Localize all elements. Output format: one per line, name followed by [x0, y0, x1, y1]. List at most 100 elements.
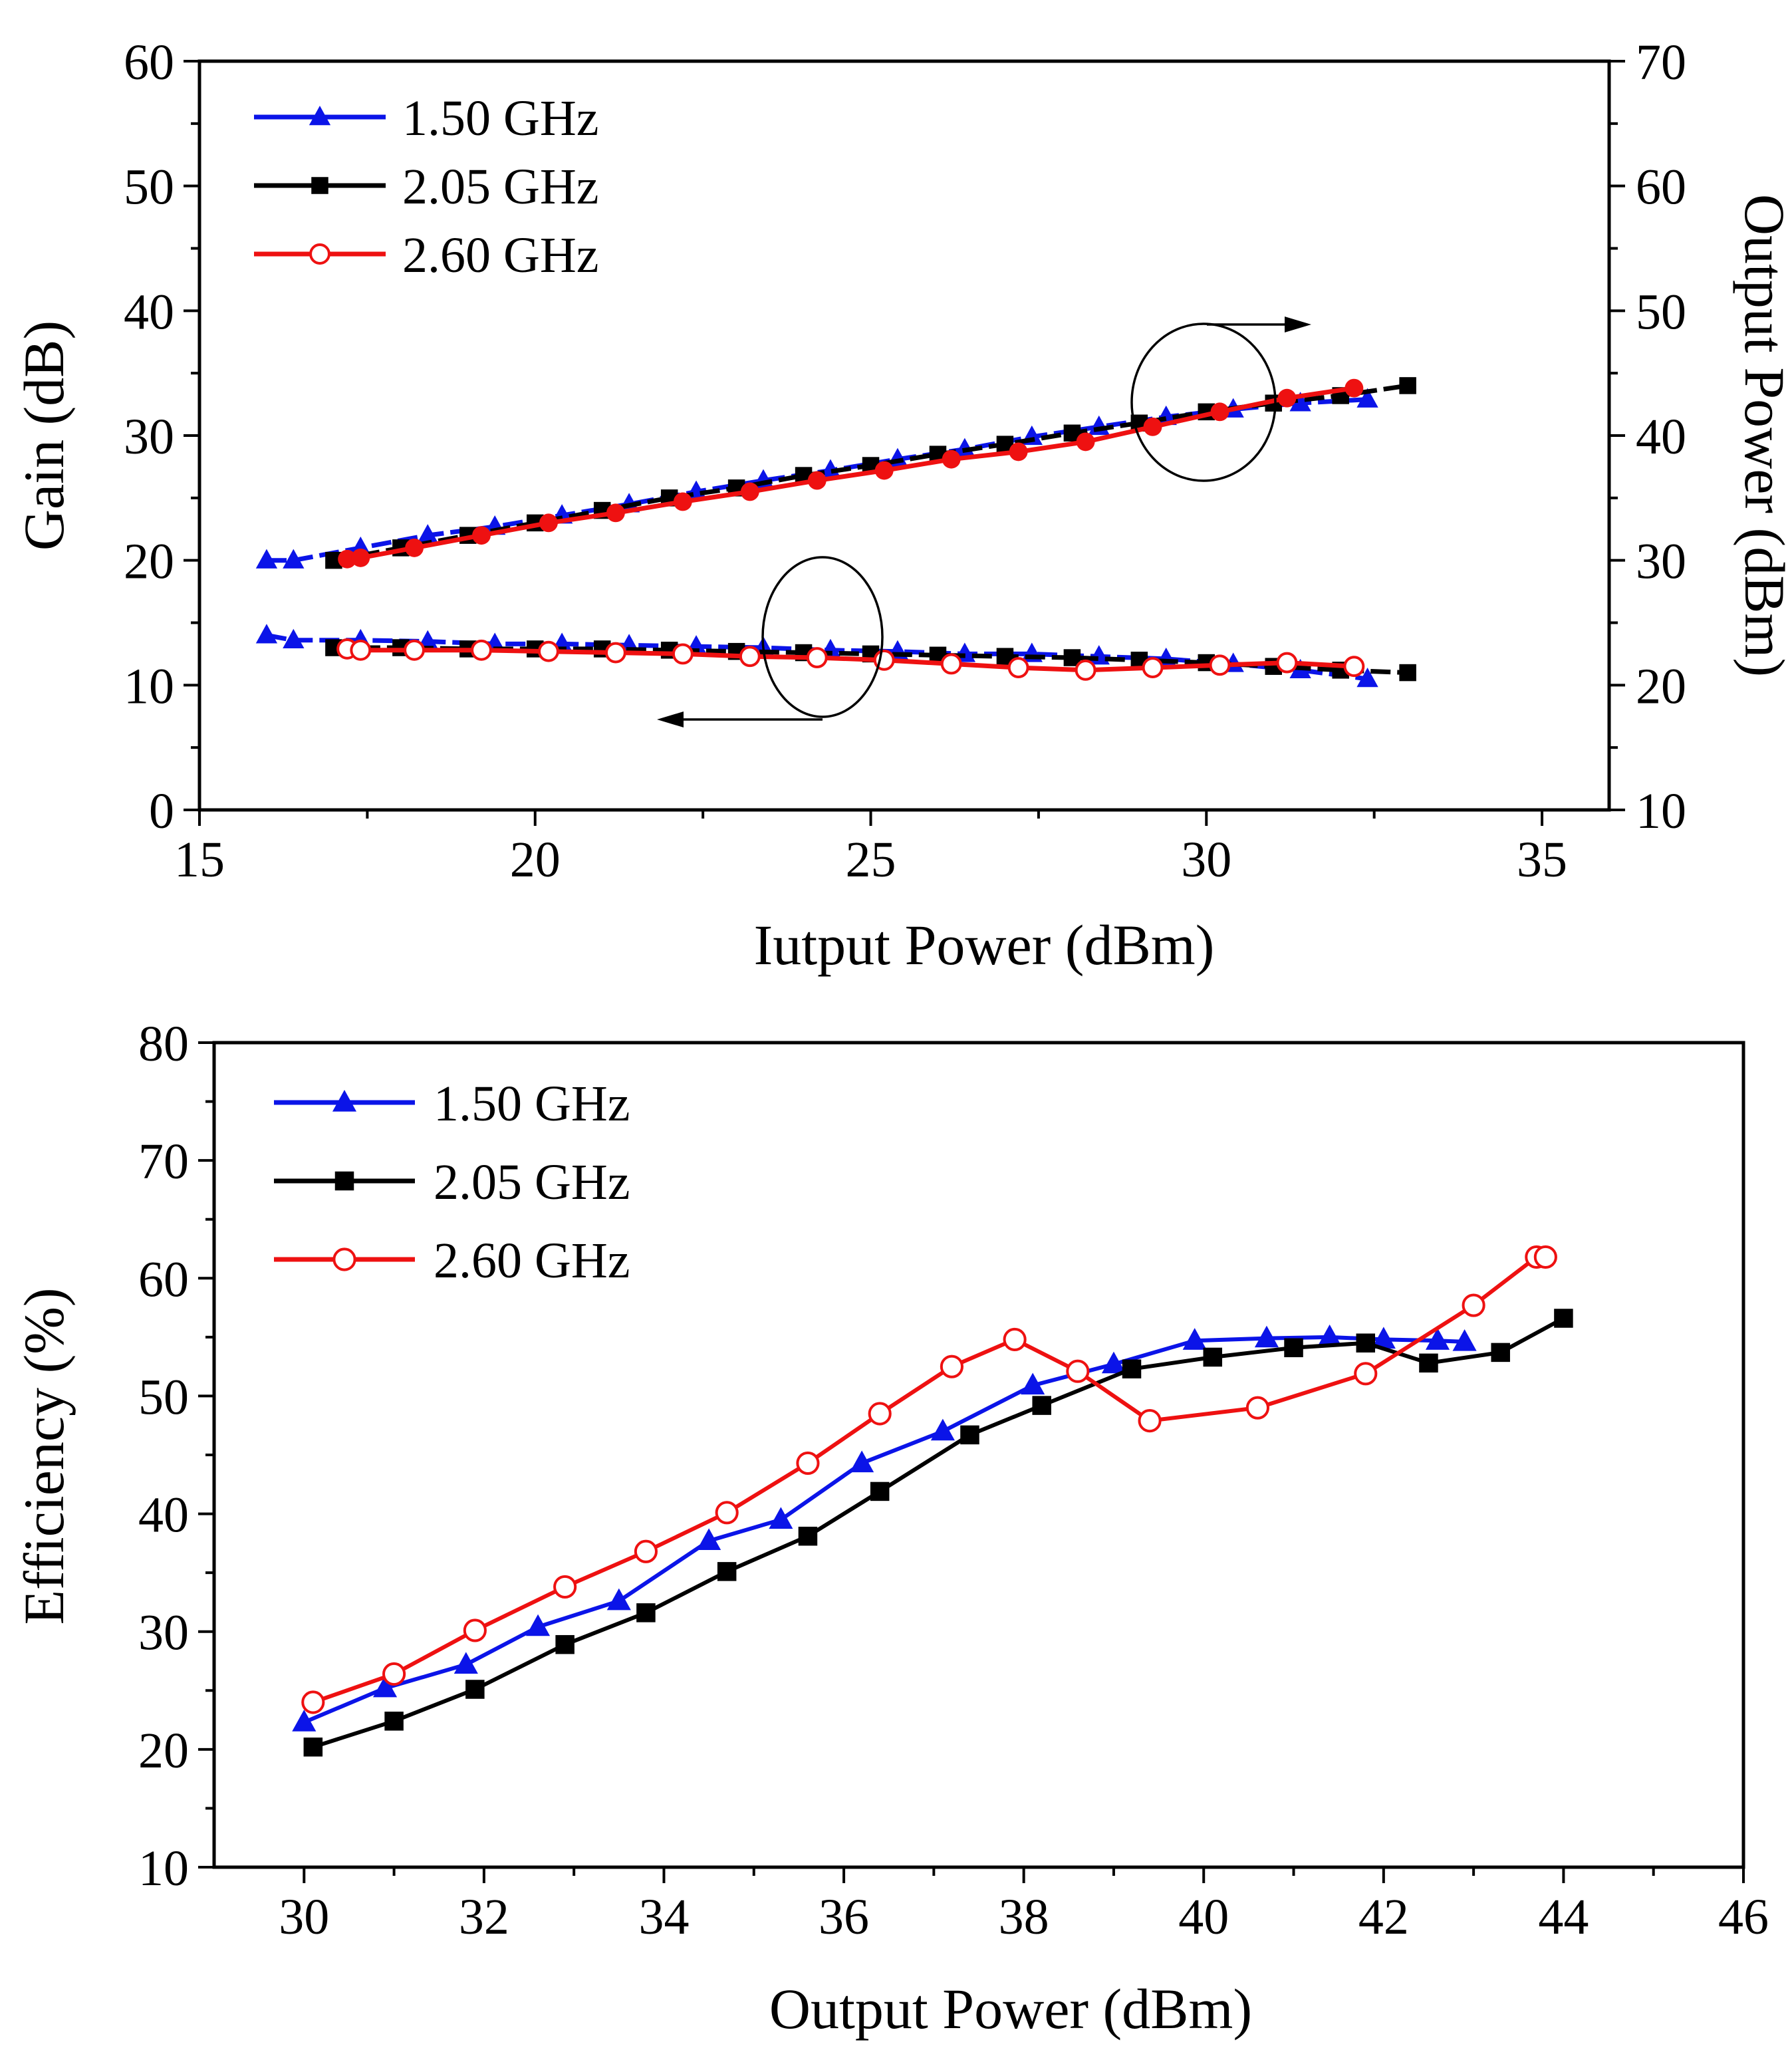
y2-tick-label: 70: [1636, 35, 1686, 90]
data-point: [1356, 388, 1378, 408]
data-point: [1354, 1362, 1378, 1386]
data-point: [350, 639, 372, 661]
x-tick-label: 25: [846, 832, 896, 888]
gain-output-power-chart: 15 20 25 30 35 0 10 20 30 40 50 60 10 20 30 40 50 60 70 1.…: [12, 35, 1792, 977]
legend-marker: [334, 1171, 354, 1191]
data-point: [717, 1562, 737, 1581]
chart2-series: [292, 1245, 1573, 1757]
x-tick-label: 20: [510, 832, 561, 888]
chart1-annotations: [657, 317, 1311, 727]
y-tick-label: 40: [124, 284, 174, 340]
data-point: [292, 1710, 317, 1732]
data-point: [303, 1738, 323, 1757]
series-2-60-ghz-output-power: [338, 378, 1364, 569]
y-tick-label: 60: [138, 1251, 189, 1307]
data-point: [382, 1662, 406, 1686]
legend-item: 2.05 GHz: [274, 1154, 630, 1210]
data-point: [942, 450, 961, 469]
data-point: [1003, 1327, 1027, 1351]
data-point: [255, 549, 278, 569]
legend-marker: [309, 243, 330, 265]
data-point: [1101, 1351, 1126, 1374]
data-point: [1462, 1293, 1485, 1317]
legend-label: 2.60 GHz: [434, 1233, 630, 1289]
data-point: [255, 624, 278, 644]
data-point: [1289, 392, 1311, 412]
data-point: [405, 538, 424, 557]
data-point: [1276, 652, 1298, 674]
data-point: [940, 1355, 963, 1378]
y2-tick-label: 40: [1636, 409, 1686, 465]
data-point: [283, 628, 305, 649]
gain-ellipse: [761, 556, 884, 718]
data-point: [1254, 1325, 1279, 1348]
y-tick-label: 0: [149, 783, 174, 839]
data-point: [351, 548, 370, 567]
y2-tick-label: 20: [1636, 658, 1686, 714]
data-point: [463, 1618, 487, 1642]
legend-label: 1.50 GHz: [402, 90, 599, 146]
data-point: [283, 549, 305, 569]
data-point: [1554, 1309, 1573, 1328]
data-point: [954, 438, 976, 457]
data-point: [940, 653, 962, 675]
data-point: [634, 1539, 658, 1563]
y2-tick-label: 30: [1636, 534, 1686, 590]
data-point: [417, 524, 439, 544]
data-point: [1066, 1359, 1090, 1383]
chart1-y-axis-title: Gain (dB): [12, 321, 76, 551]
legend-item: 2.60 GHz: [254, 227, 599, 283]
data-point: [453, 1652, 478, 1674]
output-power-ellipse: [1130, 323, 1277, 482]
data-point: [1245, 1396, 1269, 1420]
chart2-y-axis-title: Efficiency (%): [12, 1288, 76, 1625]
legend-item: 1.50 GHz: [254, 90, 599, 146]
data-point: [1209, 654, 1231, 676]
x-tick-label: 36: [819, 1889, 869, 1945]
data-point: [1399, 664, 1416, 682]
data-point: [960, 1425, 979, 1445]
chart1-legend: 1.50 GHz 2.05 GHz 2.60 GHz: [254, 90, 599, 283]
data-point: [819, 459, 842, 479]
data-point: [1143, 417, 1162, 436]
data-point: [806, 647, 828, 668]
legend-item: 2.60 GHz: [274, 1233, 630, 1289]
y-tick-label: 70: [138, 1134, 189, 1190]
data-point: [1032, 1396, 1051, 1415]
right-arrow-icon: [1285, 317, 1311, 332]
data-point: [606, 503, 625, 523]
legend-marker: [311, 177, 328, 194]
data-point: [553, 1575, 577, 1599]
chart1-tick-labels: 15 20 25 30 35 0 10 20 30 40 50 60 10 20 30 40 50 60 70: [124, 35, 1686, 888]
data-point: [1122, 1359, 1142, 1378]
data-point: [1356, 667, 1378, 688]
data-point: [301, 1690, 325, 1714]
data-point: [1399, 377, 1416, 394]
data-point: [807, 471, 827, 490]
x-tick-label: 32: [459, 1889, 509, 1945]
x-tick-label: 46: [1718, 1889, 1769, 1945]
data-point: [1142, 657, 1164, 678]
data-point: [526, 1614, 551, 1636]
data-point: [1182, 1328, 1207, 1350]
data-point: [672, 643, 694, 665]
data-point: [1284, 1338, 1303, 1358]
data-point: [636, 1603, 656, 1622]
data-point: [555, 1634, 575, 1654]
legend-item: 1.50 GHz: [274, 1076, 630, 1132]
data-point: [868, 1402, 892, 1426]
data-point: [1425, 1328, 1450, 1350]
chart2-legend: 1.50 GHz 2.05 GHz 2.60 GHz: [274, 1076, 630, 1289]
data-point: [1356, 1333, 1376, 1353]
data-point: [715, 1501, 739, 1525]
data-point: [740, 482, 759, 501]
data-point: [606, 1588, 631, 1611]
data-point: [1452, 1329, 1477, 1351]
x-tick-label: 30: [1181, 832, 1231, 888]
chart2-ticks: [198, 1041, 1745, 1883]
data-point: [539, 513, 558, 533]
y2-tick-label: 50: [1636, 284, 1686, 340]
series-2-60-ghz-gain: [336, 638, 1365, 681]
legend-label: 2.05 GHz: [402, 159, 599, 215]
